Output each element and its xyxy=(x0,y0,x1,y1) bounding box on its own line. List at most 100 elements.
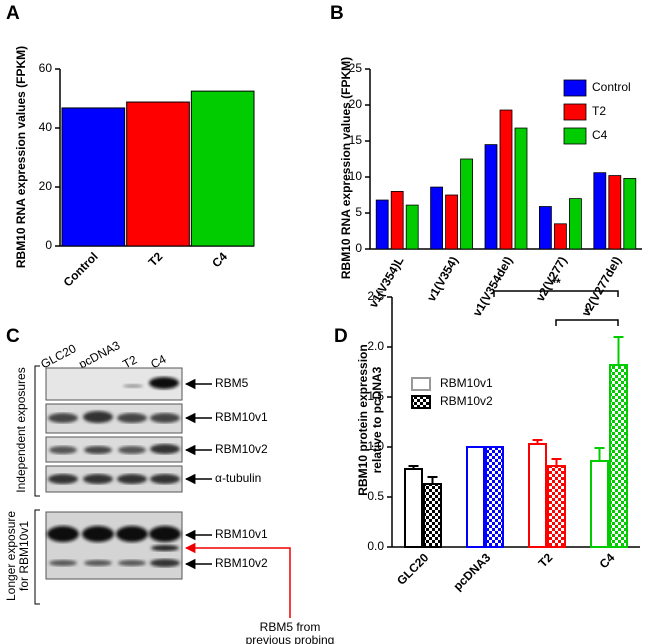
y-tick-label: 1.5 xyxy=(367,389,384,403)
x-tick-label: C4 xyxy=(209,249,230,270)
lane-label: T2 xyxy=(120,352,139,371)
panel-label: C xyxy=(6,326,20,347)
group-bracket xyxy=(34,509,40,605)
blot-panel: C GLC20 pcDNA3 T2 C4 xyxy=(4,326,334,644)
y-tick-label: 0 xyxy=(45,238,52,252)
y-tick-label: 0 xyxy=(355,241,362,255)
group-bracket xyxy=(34,365,40,497)
bar xyxy=(430,186,444,250)
group-label: Independent exposures xyxy=(14,367,28,492)
significance-label: * xyxy=(585,305,590,319)
y-tick-label: 15 xyxy=(349,133,363,147)
note-arrow xyxy=(184,542,291,618)
bar xyxy=(405,204,419,250)
y-tick-label: 2.5 xyxy=(367,289,384,303)
panel-label: D xyxy=(334,326,348,347)
x-tick-label: T2 xyxy=(146,249,166,269)
x-tick-label: pcDNA3 xyxy=(450,550,493,593)
x-tick-label: v1(V354) xyxy=(424,254,461,304)
y-tick-label: 0.0 xyxy=(367,539,384,553)
bar xyxy=(190,90,255,247)
legend-swatch xyxy=(411,395,431,409)
y-tick-label: 60 xyxy=(39,61,53,75)
x-tick-label: T2 xyxy=(536,550,556,570)
lane-label: pcDNA3 xyxy=(76,338,122,371)
bar xyxy=(404,468,423,548)
panel-label: A xyxy=(6,3,20,24)
band-label: RBM10v1 xyxy=(215,410,268,424)
y-axis-label: RBM10 protein expression xyxy=(356,344,370,495)
bar xyxy=(554,223,567,250)
bar xyxy=(590,460,609,548)
x-tick-label: v1(V354del) xyxy=(470,254,515,319)
panel-label: B xyxy=(330,3,344,24)
legend-swatch xyxy=(563,127,587,145)
bar xyxy=(547,465,566,548)
band-label: RBM10v2 xyxy=(215,442,268,456)
blot-strip xyxy=(45,511,183,580)
blot-strip xyxy=(45,367,183,401)
x-tick-label: GLC20 xyxy=(394,550,431,587)
blot-strip xyxy=(45,436,183,463)
group-label: for RBM10v1 xyxy=(17,521,31,591)
bar xyxy=(485,446,504,548)
legend-label: RBM10v2 xyxy=(440,394,493,408)
legend-swatch xyxy=(411,377,431,391)
y-tick-label: 10 xyxy=(349,169,363,183)
blot-strip xyxy=(45,465,183,493)
bar xyxy=(61,107,126,247)
band-label: RBM10v2 xyxy=(215,556,268,570)
bar xyxy=(608,175,622,250)
bar xyxy=(623,178,637,250)
y-tick-label: 2.0 xyxy=(367,339,384,353)
y-tick-label: 0.5 xyxy=(367,489,384,503)
error-bar xyxy=(532,439,543,444)
bar xyxy=(460,158,474,250)
y-tick-label: 20 xyxy=(349,97,363,111)
legend-label: Control xyxy=(592,80,631,94)
y-tick-label: 20 xyxy=(39,179,53,193)
lane-label: C4 xyxy=(148,352,168,372)
y-axis-label: relative to pcDNA3 xyxy=(370,366,384,473)
legend-label: C4 xyxy=(592,128,608,142)
legend-swatch xyxy=(563,79,587,97)
significance-bracket xyxy=(555,319,619,326)
bar xyxy=(539,206,552,250)
legend-swatch xyxy=(563,103,587,121)
error-bar xyxy=(408,465,419,469)
bar xyxy=(569,198,582,250)
blot-strip xyxy=(45,403,183,434)
bar xyxy=(593,172,607,250)
x-tick-label: C4 xyxy=(597,550,618,571)
y-tick-label: 5 xyxy=(355,205,362,219)
y-axis-label: RBM10 RNA expression values (FPKM) xyxy=(339,57,353,279)
band-label: RBM10v1 xyxy=(215,527,268,541)
significance-bracket xyxy=(493,290,619,297)
bar xyxy=(126,101,190,247)
bar xyxy=(499,109,513,250)
significance-label: ** xyxy=(551,276,561,290)
band-label: RBM5 xyxy=(215,376,249,390)
group-label: Longer exposure xyxy=(4,511,18,601)
bar xyxy=(484,144,498,250)
bar xyxy=(375,199,389,250)
bar xyxy=(609,364,628,548)
error-bar xyxy=(427,476,438,484)
bar xyxy=(528,443,547,548)
y-tick-label: 40 xyxy=(39,120,53,134)
legend-label: RBM10v1 xyxy=(440,376,493,390)
y-tick-label: 1.0 xyxy=(367,439,384,453)
bar xyxy=(423,483,442,548)
note: previous probing xyxy=(246,633,335,644)
x-tick-label: Control xyxy=(61,249,101,289)
bar xyxy=(445,194,459,250)
band-label: α-tubulin xyxy=(215,471,261,485)
lane-label: GLC20 xyxy=(38,341,78,371)
note: RBM5 from xyxy=(260,620,321,634)
legend-label: T2 xyxy=(592,104,606,118)
error-bar xyxy=(613,336,624,365)
bar xyxy=(514,127,528,250)
bar xyxy=(390,190,404,250)
y-axis-label: RBM10 RNA expression values (FPKM) xyxy=(14,46,28,268)
